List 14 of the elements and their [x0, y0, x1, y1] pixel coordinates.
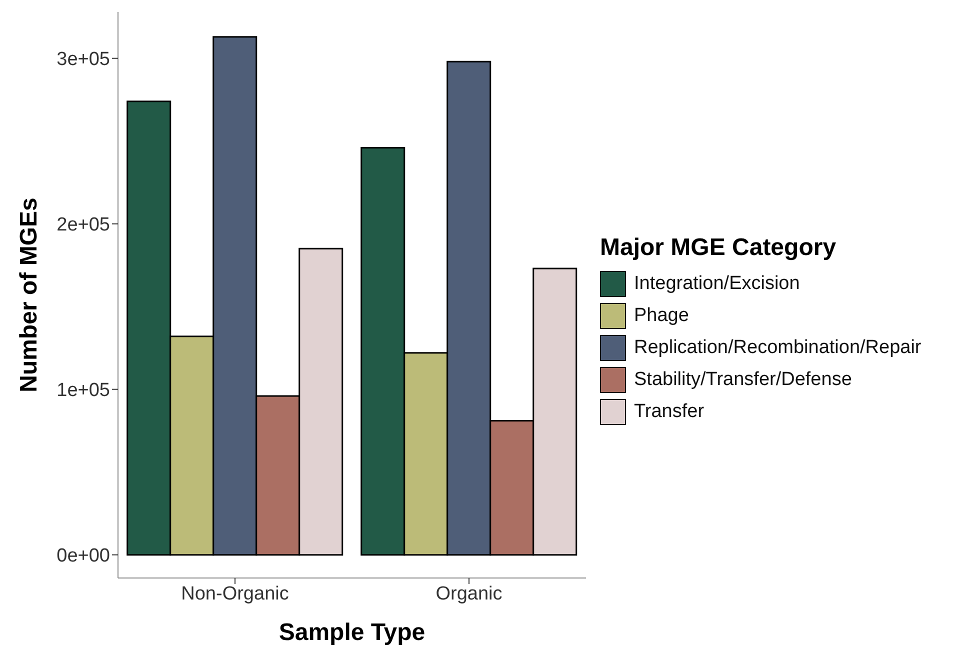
legend-label: Phage: [634, 305, 689, 327]
y-axis-title: Number of MGEs: [16, 198, 43, 392]
y-tick-label: 0e+00: [56, 546, 110, 567]
legend-title: Major MGE Category: [600, 234, 838, 262]
x-tick-label: Non-Organic: [181, 583, 289, 604]
y-tick-label: 1e+05: [56, 380, 110, 402]
y-tick-label: 3e+05: [56, 49, 110, 70]
legend-label: Stability/Transfer/Defense: [634, 369, 852, 391]
y-tick-label: 2e+05: [56, 214, 110, 236]
legend-label: Replication/Recombination/Repair: [634, 337, 922, 359]
x-tick-label: Organic: [436, 583, 502, 604]
legend-label: Integration/Excision: [634, 273, 800, 295]
legend-label: Transfer: [634, 401, 704, 423]
x-axis-title: Sample Type: [278, 619, 426, 646]
